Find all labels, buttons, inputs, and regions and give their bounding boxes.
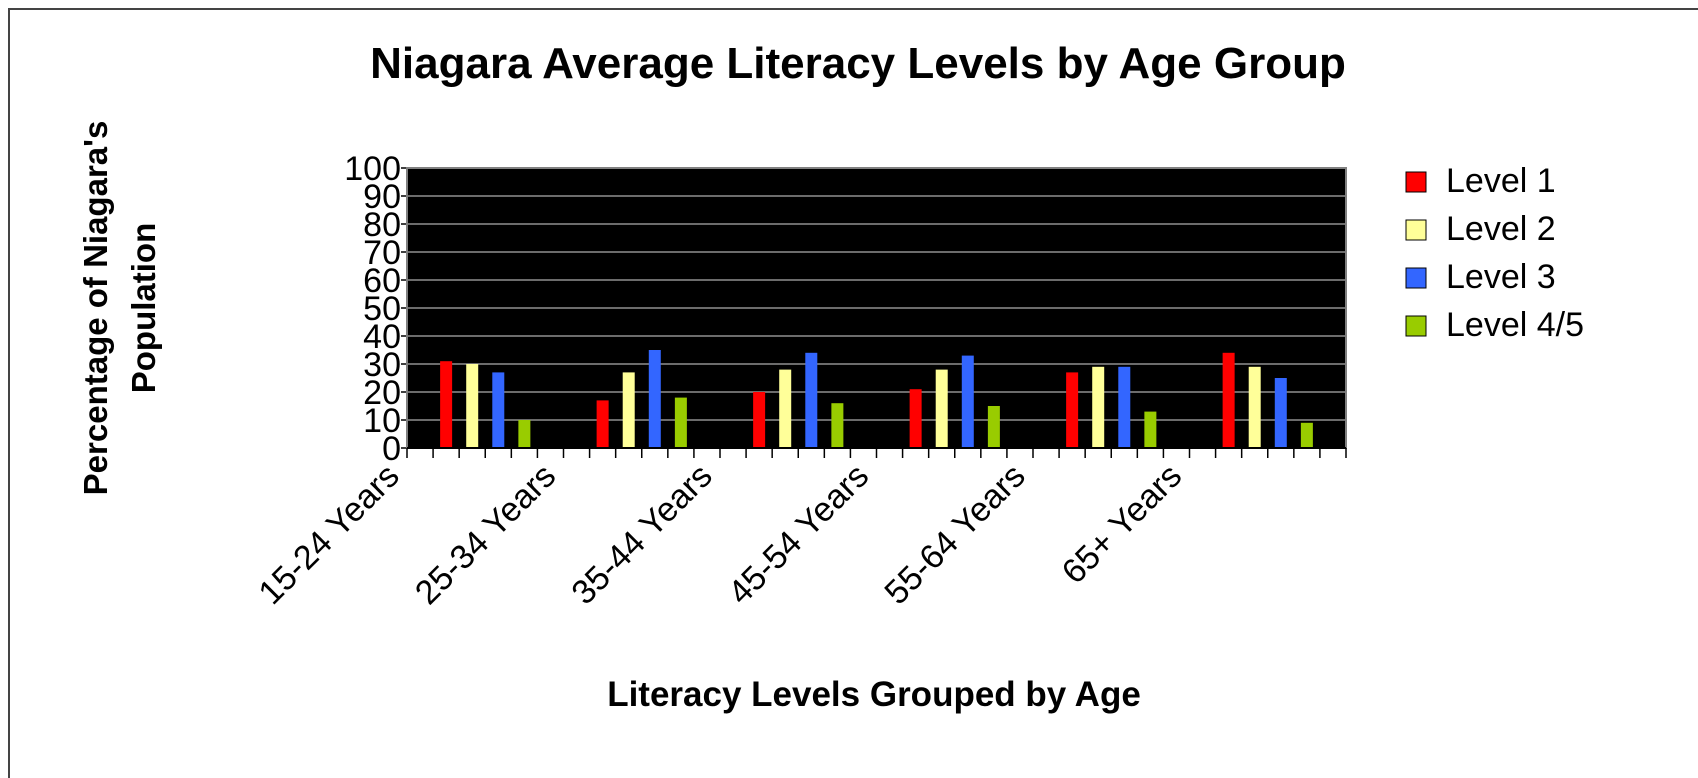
y-tick-label: 20 — [363, 374, 401, 412]
bar-level-1-2 — [753, 392, 766, 448]
bar-level-3-2 — [805, 352, 818, 448]
x-category-label: 65+ Years — [1055, 457, 1189, 591]
legend: Level 1 Level 2 Level 3 Level 4/5 — [1405, 162, 1584, 344]
bar-level-4-5-4 — [1144, 411, 1157, 448]
bar-level-2-0 — [466, 364, 479, 448]
x-axis-label: Literacy Levels Grouped by Age — [607, 675, 1141, 714]
x-category-label: 25-34 Years — [408, 457, 563, 612]
bar-level-3-1 — [648, 350, 661, 448]
x-category-label: 15-24 Years — [251, 457, 406, 612]
legend-label: Level 4/5 — [1446, 306, 1584, 344]
x-category-label: 45-54 Years — [721, 457, 876, 612]
bar-level-1-3 — [909, 389, 922, 448]
bar-level-4-5-0 — [518, 420, 531, 448]
legend-label: Level 2 — [1446, 210, 1556, 248]
legend-swatch — [1405, 315, 1427, 337]
bar-level-4-5-2 — [831, 403, 844, 448]
bar-level-2-4 — [1092, 366, 1105, 448]
bar-level-3-5 — [1274, 378, 1287, 448]
chart-title: Niagara Average Literacy Levels by Age G… — [370, 39, 1346, 88]
bar-level-1-1 — [596, 400, 609, 448]
bar-level-4-5-1 — [674, 397, 687, 448]
y-tick-label: 10 — [363, 402, 401, 440]
bar-level-3-4 — [1118, 366, 1131, 448]
legend-swatch — [1405, 171, 1427, 193]
y-tick-label: 50 — [363, 290, 401, 328]
y-axis-label-line-2: Population — [125, 223, 162, 393]
bar-level-2-2 — [779, 369, 792, 448]
bar-level-1-4 — [1066, 372, 1079, 448]
y-axis-label-line-1: Percentage of Niagara's — [77, 121, 114, 496]
y-tick-label: 90 — [363, 178, 401, 216]
bar-level-2-5 — [1248, 366, 1261, 448]
x-category-label: 55-64 Years — [877, 457, 1032, 612]
legend-label: Level 1 — [1446, 162, 1556, 200]
y-tick-label: 60 — [363, 262, 401, 300]
bar-level-1-0 — [440, 361, 453, 448]
legend-swatch — [1405, 219, 1427, 241]
bar-level-4-5-5 — [1300, 422, 1313, 448]
legend-swatch — [1405, 267, 1427, 289]
y-tick-label: 30 — [363, 346, 401, 384]
bar-level-3-3 — [961, 355, 974, 448]
y-tick-label: 40 — [363, 318, 401, 356]
bar-level-2-3 — [935, 369, 948, 448]
y-tick-label: 80 — [363, 206, 401, 244]
x-category-label: 35-44 Years — [564, 457, 719, 612]
y-tick-label: 100 — [344, 150, 401, 188]
bar-level-1-5 — [1222, 352, 1235, 448]
chart-frame — [8, 8, 1698, 778]
y-tick-label: 0 — [382, 430, 401, 468]
bar-level-2-1 — [622, 372, 635, 448]
y-tick-label: 70 — [363, 234, 401, 272]
legend-label: Level 3 — [1446, 258, 1556, 296]
bar-level-4-5-3 — [987, 406, 1000, 448]
bar-level-3-0 — [492, 372, 505, 448]
